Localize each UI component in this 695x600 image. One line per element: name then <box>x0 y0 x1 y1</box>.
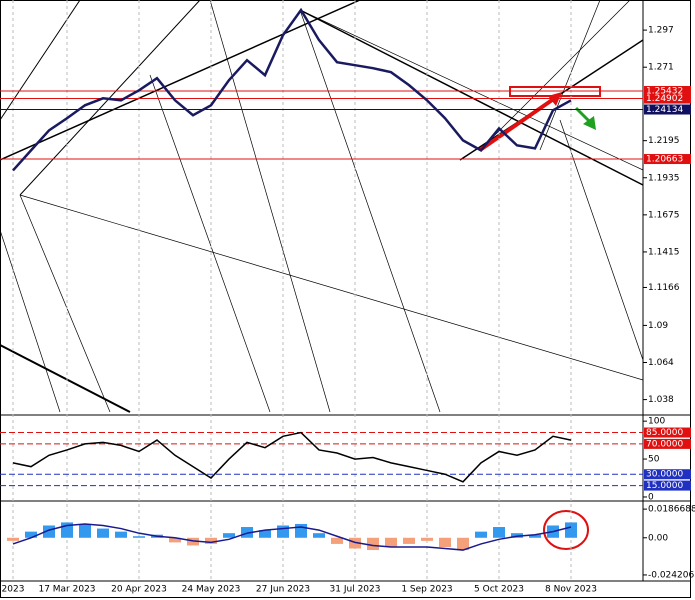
level-label-bg <box>644 154 691 165</box>
y-tick-label: 1.1935 <box>648 173 680 183</box>
x-tick-label: 20 Apr 2023 <box>111 585 167 595</box>
level-label-bg <box>644 480 691 491</box>
x-tick-label: 1 Sep 2023 <box>401 585 452 595</box>
drawings <box>0 0 644 413</box>
histogram-bar <box>475 531 487 538</box>
histogram-bar <box>97 528 109 538</box>
level-label: 15.0000 <box>646 481 683 491</box>
y-tick-label: 1.09 <box>648 321 668 331</box>
x-tick-label: 27 Jun 2023 <box>256 585 310 595</box>
y-tick-label: 100 <box>648 417 665 427</box>
y-tick-label: 1.1415 <box>648 247 680 257</box>
histogram-bar <box>313 533 325 538</box>
histogram-bar <box>259 530 271 538</box>
histogram-bar <box>367 537 379 551</box>
level-label: 1.20663 <box>646 155 683 165</box>
level-label-bg <box>644 104 691 115</box>
level-label-bg <box>644 469 691 480</box>
histogram-bar <box>115 531 127 538</box>
histogram-bar <box>205 537 217 544</box>
histogram-bar <box>223 533 235 538</box>
highlight-circle <box>543 510 589 550</box>
level-label: 30.0000 <box>646 470 683 480</box>
y-tick-label: -0.0242061 <box>648 570 695 580</box>
x-tick-label: 31 Jul 2023 <box>330 585 381 595</box>
histogram-bar <box>79 523 91 538</box>
level-label: 1.25432 <box>646 86 683 96</box>
histogram-bar <box>511 533 523 538</box>
level-label: 70.0000 <box>646 439 683 449</box>
level-label: 1.24134 <box>646 105 683 115</box>
level-label-bg <box>644 438 691 449</box>
histogram-bar <box>457 537 469 551</box>
histogram-bar <box>277 525 289 538</box>
x-tick-label: 24 May 2023 <box>182 585 241 595</box>
level-label-bg <box>644 93 691 104</box>
series-line <box>12 431 572 483</box>
y-tick-label: 1.1166 <box>648 283 680 293</box>
histogram-bar <box>421 537 433 541</box>
series-line <box>12 523 572 551</box>
y-tick-label: 0.00 <box>648 533 668 543</box>
histogram-bar <box>7 537 19 541</box>
level-label: 85.0000 <box>646 428 683 438</box>
x-tick-label: 2023 <box>2 585 25 595</box>
x-tick-label: 5 Oct 2023 <box>474 585 524 595</box>
arrow-head <box>583 116 596 130</box>
histogram-bar <box>187 537 199 546</box>
histogram-bar <box>169 537 181 543</box>
y-tick-label: 1.297 <box>648 26 674 36</box>
level-label: 1.24902 <box>646 94 683 104</box>
y-tick-label: 1.2195 <box>648 136 680 146</box>
histogram-bar <box>403 537 415 544</box>
histogram-bar <box>241 527 253 538</box>
y-tick-label: 1.1675 <box>648 210 680 220</box>
y-tick-label: 1.064 <box>648 358 674 368</box>
histogram-bar <box>25 531 37 538</box>
level-label-bg <box>644 85 691 96</box>
histogram-bar <box>493 527 505 538</box>
x-tick-label: 8 Nov 2023 <box>545 585 597 595</box>
histogram-bar <box>439 537 451 547</box>
histogram-bar <box>133 536 145 538</box>
y-tick-label: 0 <box>648 492 654 502</box>
histogram-bar <box>331 537 343 544</box>
histogram-bar <box>295 523 307 538</box>
histogram-bar <box>349 537 361 549</box>
x-tick-label: 17 Mar 2023 <box>38 585 95 595</box>
y-tick-label: 50 <box>648 455 660 465</box>
histogram-bar <box>529 534 541 538</box>
y-tick-label: 1.038 <box>648 395 674 405</box>
up-arrow <box>478 96 557 152</box>
down-arrow <box>574 106 592 124</box>
level-label-bg <box>644 427 691 438</box>
histogram-bar <box>565 522 577 538</box>
series-line <box>12 7 572 172</box>
histogram-bar <box>385 537 397 547</box>
y-tick-label: 0.0186688 <box>648 505 695 515</box>
y-tick-label: 1.271 <box>648 63 674 73</box>
